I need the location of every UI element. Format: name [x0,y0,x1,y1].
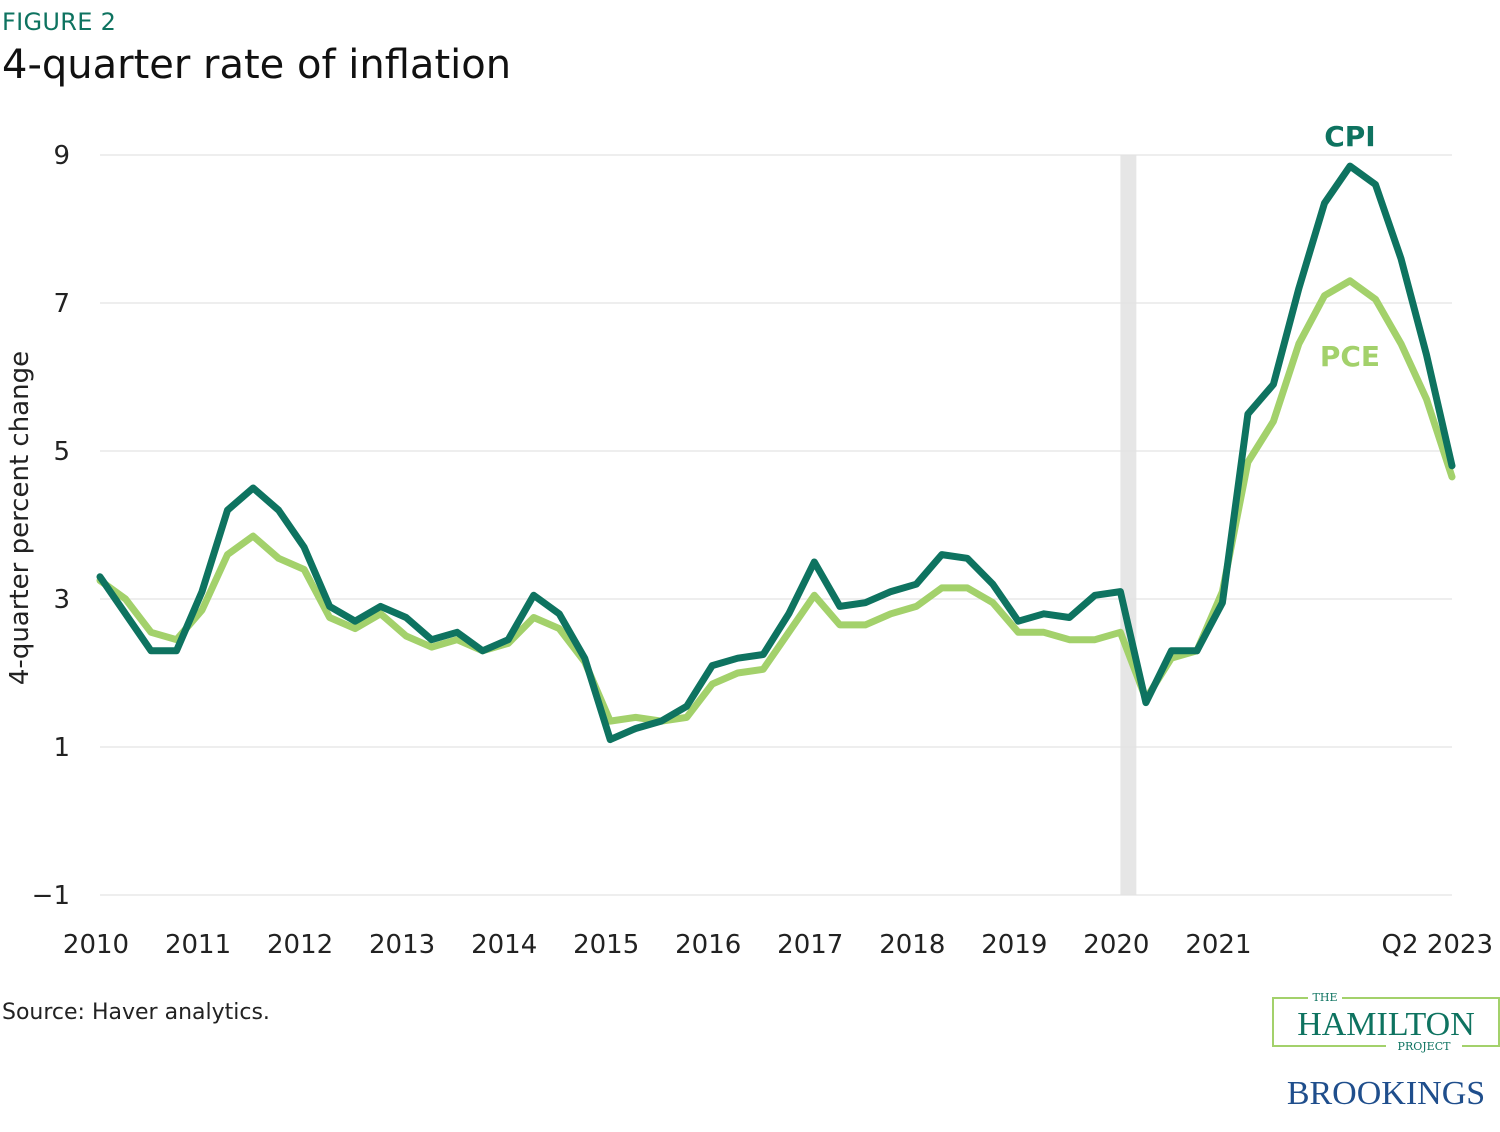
annotation-cpi: CPI [1324,120,1376,153]
source-note: Source: Haver analytics. [2,1000,270,1025]
x-tick-label: 2019 [981,930,1047,960]
series-line-cpi [96,162,1456,744]
y-axis-label: 4-quarter percent change [5,351,35,685]
recession-band [1120,155,1137,895]
x-tick-labels: 2010 2011 2012 2013 2014 2015 2016 2017 2018 2019… [63,930,1493,960]
figure-label: FIGURE 2 [2,8,117,36]
y-tick-label: 9 [53,141,70,171]
x-tick-label: 2014 [471,930,537,960]
series-lines [96,162,1456,744]
y-tick-label: 7 [53,289,70,319]
y-tick-labels: −1 1 3 5 7 9 [32,141,70,911]
x-tick-label: 2010 [63,930,129,960]
line-chart: −1 1 3 5 7 9 2010 2011 2012 2013 2014 2015 2016 2017… [5,120,1493,960]
x-tick-label: 2021 [1185,930,1251,960]
series-annotations: CPI PCE [1320,120,1380,373]
x-tick-label: 2015 [573,930,639,960]
x-tick-label: 2017 [777,930,843,960]
x-tick-label: 2016 [675,930,741,960]
x-tick-label: 2011 [165,930,231,960]
x-tick-label: 2020 [1083,930,1149,960]
annotation-pce: PCE [1320,340,1380,373]
gridlines [100,154,1452,896]
x-tick-label: Q2 2023 [1382,930,1493,960]
y-tick-label: 1 [53,733,70,763]
y-tick-label: 5 [53,437,70,467]
x-tick-label: 2018 [879,930,945,960]
x-tick-label: 2013 [369,930,435,960]
hamilton-project-logo: THE HAMILTON PROJECT [1272,991,1500,1053]
series-line-pce [96,277,1456,725]
y-tick-label: 3 [53,585,70,615]
x-tick-label: 2012 [267,930,333,960]
recession-band-layer [1120,155,1137,895]
hamilton-the: THE [1313,991,1338,1004]
hamilton-name: HAMILTON [1297,1006,1475,1043]
y-tick-label: −1 [32,881,70,911]
hamilton-project: PROJECT [1398,1040,1452,1053]
chart-title: 4-quarter rate of inflation [2,42,512,88]
publisher-logos: THE HAMILTON PROJECT BROOKINGS [1272,991,1500,1112]
brookings-logo: BROOKINGS [1287,1075,1485,1112]
